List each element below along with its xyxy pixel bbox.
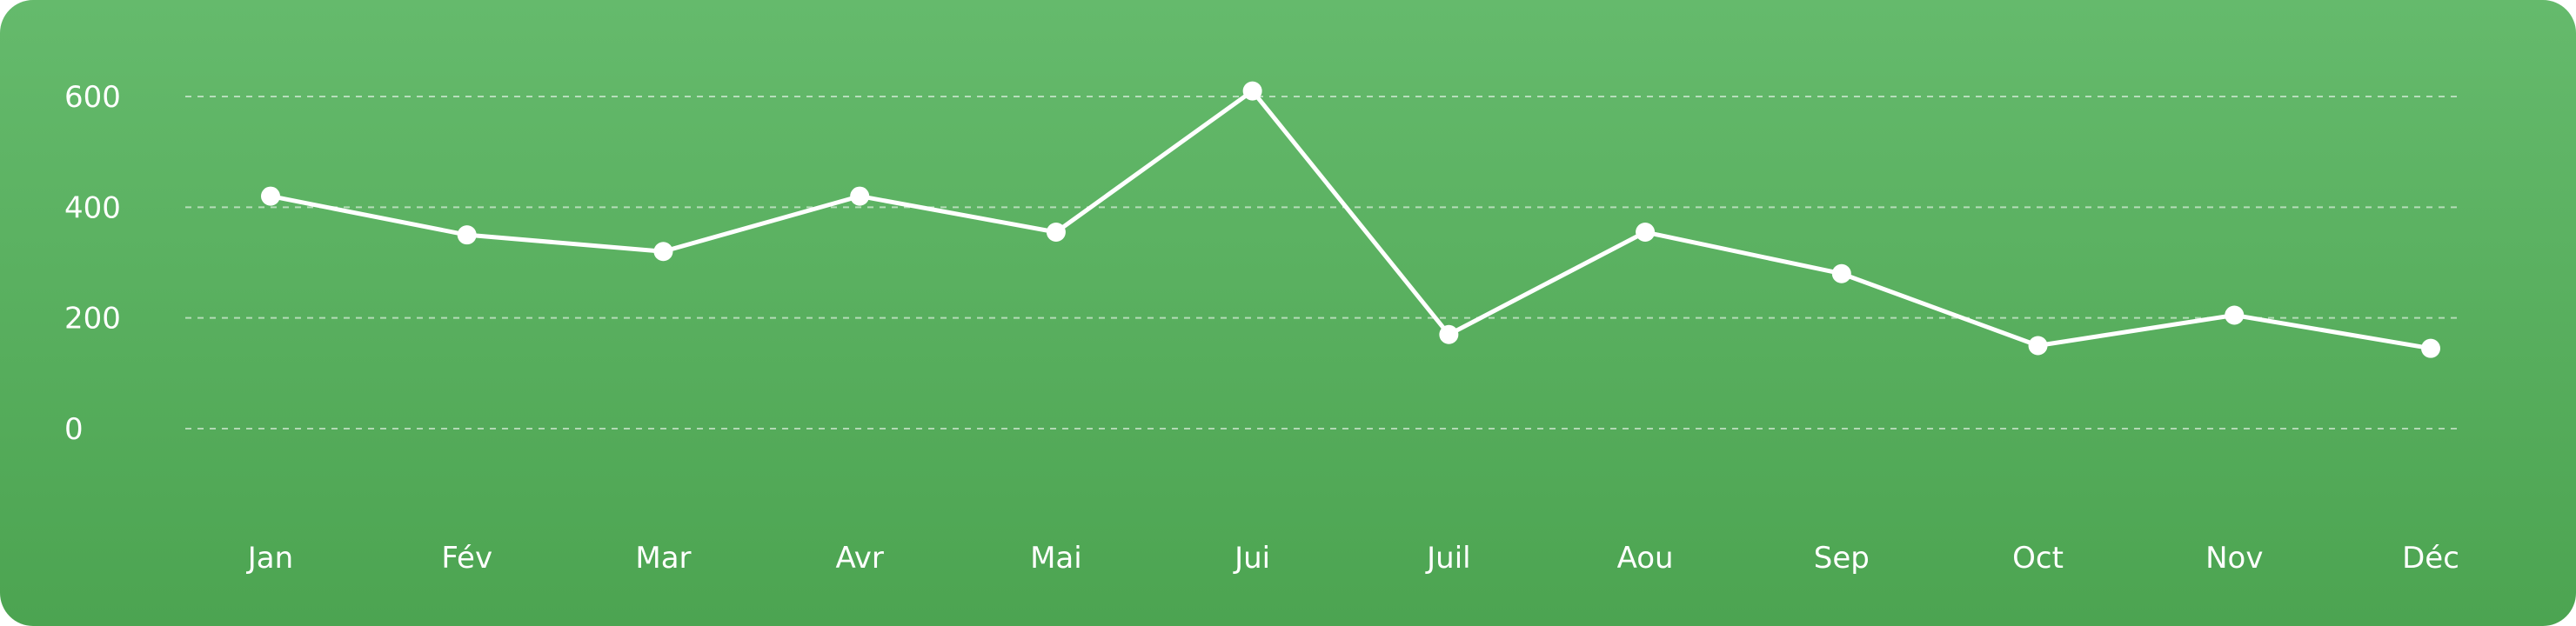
series-group	[261, 81, 2440, 358]
x-tick-label: Oct	[2012, 541, 2064, 576]
data-point	[2225, 305, 2245, 325]
data-point	[261, 186, 280, 206]
y-tick-label: 0	[64, 412, 84, 447]
series-line	[268, 89, 2433, 351]
data-point	[1242, 81, 1262, 101]
data-point	[1636, 222, 1656, 242]
x-tick-label: Jan	[246, 541, 293, 576]
x-tick-label: Mai	[1030, 541, 1082, 576]
y-tick-label: 600	[64, 80, 121, 115]
grid-lines	[185, 96, 2460, 430]
x-tick-label: Jui	[1233, 541, 1270, 576]
data-point	[1046, 222, 1066, 242]
data-point	[457, 225, 477, 245]
y-tick-label: 200	[64, 302, 121, 336]
x-tick-label: Aou	[1617, 541, 1674, 576]
x-tick-label: Sep	[1814, 541, 1870, 576]
data-point	[850, 186, 870, 206]
x-tick-label: Déc	[2402, 541, 2459, 576]
x-tick-label: Avr	[835, 541, 883, 576]
data-point	[653, 242, 673, 262]
y-axis-ticks: 0 200 400 600	[64, 80, 121, 447]
x-axis-ticks: Jan Fév Mar Avr Mai Jui Juil Aou Sep Oct Nov Déc	[246, 541, 2459, 576]
x-tick-label: Nov	[2205, 541, 2263, 576]
x-tick-label: Mar	[635, 541, 691, 576]
x-tick-label: Fév	[441, 541, 492, 576]
data-point	[1439, 324, 1459, 344]
data-point	[1831, 263, 1851, 283]
y-tick-label: 400	[64, 190, 121, 225]
x-tick-label: Juil	[1425, 541, 1470, 576]
data-point	[2028, 336, 2048, 356]
data-point	[2421, 338, 2440, 358]
